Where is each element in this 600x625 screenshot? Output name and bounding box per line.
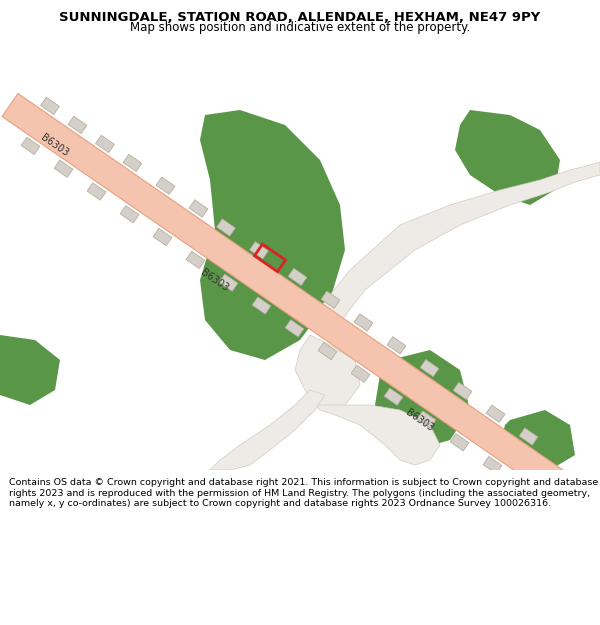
Text: B6303: B6303 [40, 132, 71, 158]
Polygon shape [384, 388, 403, 406]
Polygon shape [219, 274, 238, 291]
Polygon shape [315, 405, 440, 465]
Polygon shape [500, 410, 575, 470]
Polygon shape [354, 314, 373, 331]
Polygon shape [120, 206, 139, 223]
Polygon shape [318, 342, 337, 360]
Polygon shape [189, 200, 208, 217]
Polygon shape [0, 335, 60, 405]
Polygon shape [156, 177, 175, 194]
Polygon shape [310, 162, 600, 335]
Text: Map shows position and indicative extent of the property.: Map shows position and indicative extent… [130, 21, 470, 34]
Polygon shape [123, 154, 142, 171]
Polygon shape [450, 434, 469, 451]
Polygon shape [375, 350, 470, 450]
Polygon shape [250, 242, 268, 259]
Text: SUNNINGDALE, STATION ROAD, ALLENDALE, HEXHAM, NE47 9PY: SUNNINGDALE, STATION ROAD, ALLENDALE, HE… [59, 11, 541, 24]
Polygon shape [285, 319, 304, 337]
Polygon shape [68, 116, 87, 134]
Polygon shape [453, 382, 472, 399]
Polygon shape [455, 110, 560, 205]
Polygon shape [483, 456, 502, 474]
Polygon shape [288, 268, 307, 286]
Polygon shape [54, 160, 73, 177]
Polygon shape [252, 297, 271, 314]
Text: B6303: B6303 [199, 267, 230, 293]
Polygon shape [519, 428, 538, 445]
Polygon shape [420, 359, 439, 377]
Polygon shape [295, 335, 360, 410]
Polygon shape [417, 411, 436, 428]
Polygon shape [95, 135, 115, 152]
Polygon shape [21, 138, 40, 154]
Polygon shape [210, 390, 325, 470]
Polygon shape [87, 183, 106, 200]
Polygon shape [41, 98, 59, 114]
Text: Contains OS data © Crown copyright and database right 2021. This information is : Contains OS data © Crown copyright and d… [9, 478, 598, 508]
Polygon shape [387, 337, 406, 354]
Polygon shape [217, 219, 235, 236]
Text: B6303: B6303 [404, 407, 436, 433]
Polygon shape [351, 365, 370, 382]
Polygon shape [486, 405, 505, 422]
Polygon shape [321, 291, 340, 308]
Polygon shape [2, 94, 568, 496]
Polygon shape [200, 110, 345, 360]
Polygon shape [186, 251, 205, 269]
Polygon shape [153, 229, 172, 246]
